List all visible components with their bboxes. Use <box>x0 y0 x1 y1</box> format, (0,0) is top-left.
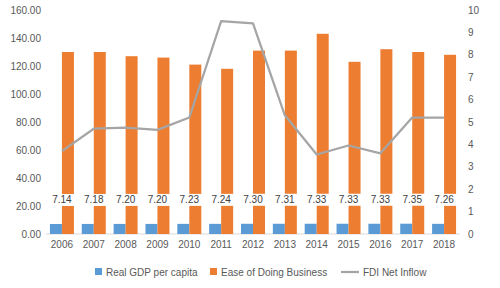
data-label-bg <box>176 194 202 206</box>
bar <box>241 224 253 234</box>
x-tick-label: 2012 <box>242 239 265 250</box>
y-tick-label: 160.00 <box>10 5 41 16</box>
y-tick-label: 100.00 <box>10 89 41 100</box>
data-label: 7.33 <box>307 194 327 205</box>
data-label: 7.24 <box>211 194 231 205</box>
legend-label: FDI Net Inflow <box>363 267 427 278</box>
data-label: 7.23 <box>180 194 200 205</box>
y2-tick-label: 9 <box>468 27 474 38</box>
y-tick-label: 120.00 <box>10 61 41 72</box>
y2-tick-label: 7 <box>468 72 474 83</box>
x-tick-label: 2007 <box>83 239 106 250</box>
data-label-bg <box>272 194 298 206</box>
bar <box>368 224 380 234</box>
bar <box>305 224 317 234</box>
line <box>62 21 444 154</box>
x-tick-label: 2010 <box>178 239 201 250</box>
y2-tick-label: 3 <box>468 161 474 172</box>
data-label: 7.20 <box>148 194 168 205</box>
bar <box>253 51 265 234</box>
y-tick-label: 140.00 <box>10 33 41 44</box>
x-tick-label: 2011 <box>210 239 232 250</box>
data-label-bg <box>81 194 107 206</box>
y-tick-label: 20.00 <box>16 201 41 212</box>
data-label-bg <box>208 194 234 206</box>
bar <box>337 224 349 234</box>
bar <box>82 224 94 234</box>
bar <box>221 69 233 234</box>
bar <box>400 224 412 234</box>
x-tick-label: 2008 <box>114 239 137 250</box>
data-labels: 7.14 7.18 7.20 7.20 7.23 7.24 7.30 7.31 7.33 7.33… <box>49 194 457 206</box>
data-label: 7.30 <box>243 194 263 205</box>
bar <box>114 224 126 234</box>
x-tick-label: 2006 <box>51 239 74 250</box>
bar <box>157 58 169 234</box>
bar <box>177 224 189 234</box>
data-label-bg <box>144 194 170 206</box>
y-tick-label: 60.00 <box>16 145 41 156</box>
y2-tick-label: 10 <box>468 5 480 16</box>
legend-label: Ease of Doing Business <box>221 267 327 278</box>
y2-tick-label: 5 <box>468 117 474 128</box>
legend-swatch <box>210 268 217 275</box>
bar <box>126 56 138 234</box>
y-tick-label: 40.00 <box>16 173 41 184</box>
data-label-bg <box>367 194 393 206</box>
data-label: 7.31 <box>275 194 295 205</box>
legend-label: Real GDP per capita <box>106 267 198 278</box>
x-tick-label: 2018 <box>433 239 456 250</box>
y2-tick-label: 8 <box>468 49 474 60</box>
x-tick-label: 2014 <box>306 239 329 250</box>
bar <box>412 52 424 234</box>
data-label: 7.33 <box>371 194 391 205</box>
legend-swatch <box>95 268 102 275</box>
data-label-bg <box>399 194 425 206</box>
data-label: 7.18 <box>84 194 104 205</box>
y2-tick-label: 4 <box>468 139 474 150</box>
marks <box>50 21 456 234</box>
y2-tick-label: 6 <box>468 94 474 105</box>
y2-tick-label: 1 <box>468 206 474 217</box>
legend-swatch <box>341 271 359 273</box>
data-label: 7.26 <box>434 194 454 205</box>
bar <box>432 224 444 234</box>
data-label: 7.14 <box>52 194 72 205</box>
bar <box>145 224 157 234</box>
data-label: 7.20 <box>116 194 136 205</box>
data-label-bg <box>336 194 362 206</box>
bar <box>94 52 106 234</box>
bar <box>50 224 62 234</box>
x-tick-label: 2009 <box>146 239 169 250</box>
bar <box>209 224 221 234</box>
data-label-bg <box>431 194 457 206</box>
bar <box>273 224 285 234</box>
x-tick-label: 2013 <box>274 239 297 250</box>
x-tick-label: 2017 <box>401 239 424 250</box>
x-tick-label: 2016 <box>369 239 392 250</box>
y2-tick-label: 2 <box>468 184 474 195</box>
data-label: 7.35 <box>402 194 422 205</box>
bar <box>285 51 297 234</box>
legend: Real GDP per capita Ease of Doing Busines… <box>95 267 427 278</box>
bar <box>444 55 456 234</box>
data-label-bg <box>304 194 330 206</box>
y-tick-label: 0.00 <box>22 229 42 240</box>
chart: 0.00 20.00 40.00 60.00 80.00 100.00 120.00 140.… <box>0 0 500 288</box>
data-label-bg <box>113 194 139 206</box>
y2-tick-label: 0 <box>468 229 474 240</box>
y-tick-label: 80.00 <box>16 117 41 128</box>
data-label: 7.33 <box>339 194 359 205</box>
data-label-bg <box>49 194 75 206</box>
data-label-bg <box>240 194 266 206</box>
x-tick-label: 2015 <box>337 239 360 250</box>
